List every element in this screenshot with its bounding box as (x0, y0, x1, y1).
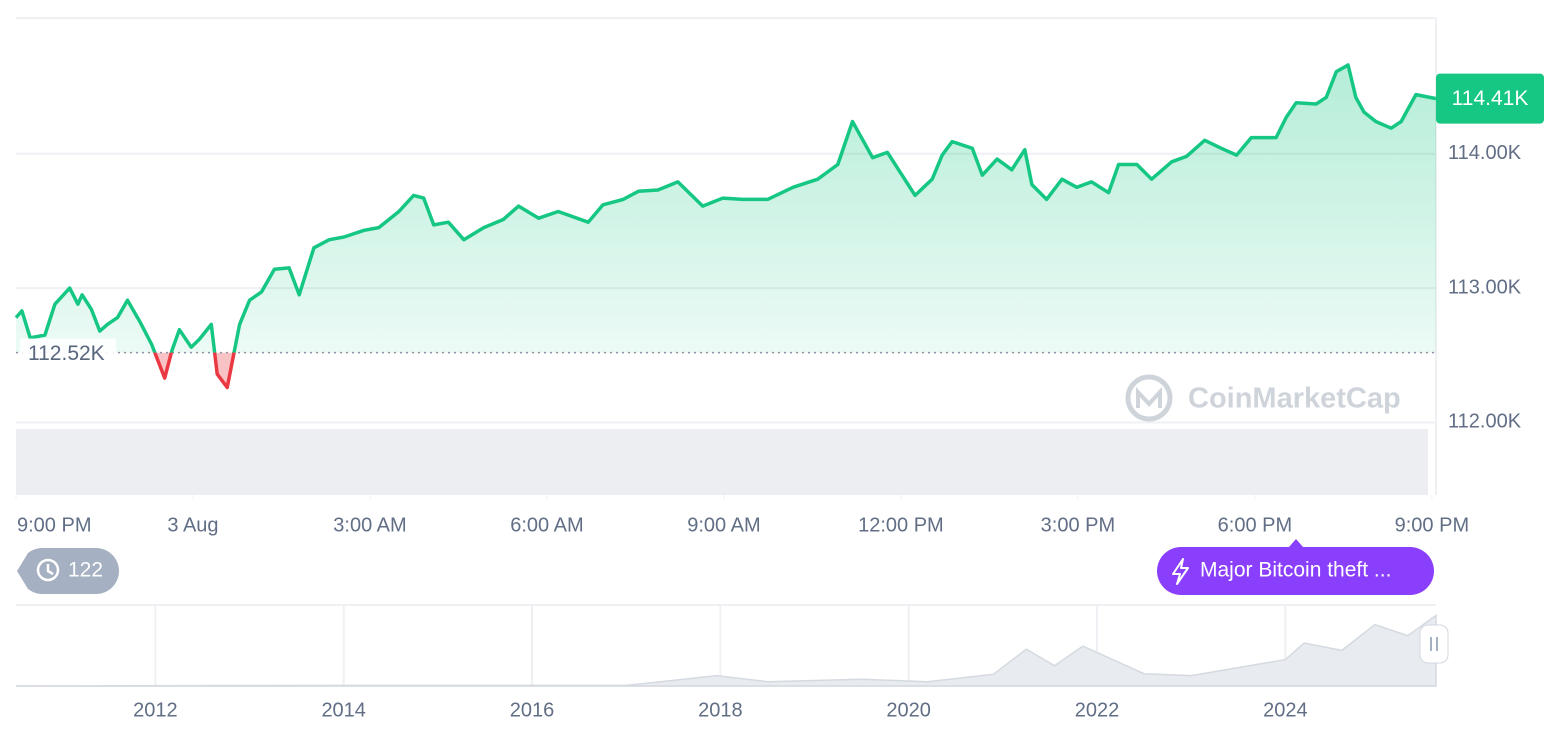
history-icon-hands (46, 564, 54, 576)
navigator-tick-label: 2016 (510, 699, 555, 721)
event-label: Major Bitcoin theft ... (1200, 559, 1391, 582)
y-tick-label: 114.00K (1448, 142, 1522, 164)
watermark-logo-mark (1136, 386, 1162, 408)
watermark: CoinMarketCap (1188, 383, 1401, 415)
handle-bg (1419, 624, 1449, 664)
price-line (14, 63, 1437, 353)
y-tick-label: 112.00K (1448, 411, 1522, 433)
navigator: 2012 2014 2016 2018 2020 2022 2024 (15, 604, 1437, 721)
navigator-handle[interactable] (1419, 624, 1449, 664)
current-price-badge (1436, 73, 1544, 124)
event-badge-bg (1157, 547, 1434, 595)
event-icon (1172, 558, 1189, 585)
navigator-area (15, 613, 1437, 687)
overlay-layer: CoinMarketCap 122 Major Bitcoin theft ..… (15, 73, 1544, 595)
x-tick-label: 3:00 PM (1041, 514, 1115, 536)
x-tick-label: 6:00 PM (1218, 514, 1292, 536)
navigator-tick-label: 2014 (321, 699, 366, 721)
watermark-logo (1125, 374, 1173, 422)
event-pointer (1289, 539, 1303, 547)
x-tick-label: 3:00 AM (333, 514, 406, 536)
current-price-label: 114.41K (1452, 87, 1529, 110)
volume-band (16, 429, 1428, 495)
x-tick-label: 3 Aug (167, 514, 218, 536)
history-badge[interactable]: 122 (17, 548, 119, 594)
y-tick-label: 113.00K (1448, 276, 1522, 298)
navigator-tick-label: 2022 (1075, 699, 1120, 721)
price-layer: 112.52K (14, 63, 1437, 390)
x-tick-label: 9:00 PM (17, 514, 91, 536)
x-tick-label: 12:00 PM (858, 514, 944, 536)
reference-label: 112.52K (28, 342, 105, 365)
history-count: 122 (68, 559, 103, 582)
background-layer (16, 17, 1437, 495)
x-tick-label: 6:00 AM (510, 514, 583, 536)
x-tick-label: 9:00 AM (687, 514, 760, 536)
navigator-tick-label: 2012 (133, 699, 178, 721)
history-icon (36, 558, 60, 582)
event-badge[interactable]: Major Bitcoin theft ... (1157, 539, 1434, 595)
history-badge-bg (17, 548, 119, 594)
navigator-tick-label: 2024 (1263, 699, 1308, 721)
price-area (16, 65, 1436, 353)
navigator-tick-label: 2020 (886, 699, 931, 721)
x-tick-label: 9:00 PM (1395, 514, 1469, 536)
navigator-tick-label: 2018 (698, 699, 743, 721)
reference-label-bg (20, 338, 116, 367)
